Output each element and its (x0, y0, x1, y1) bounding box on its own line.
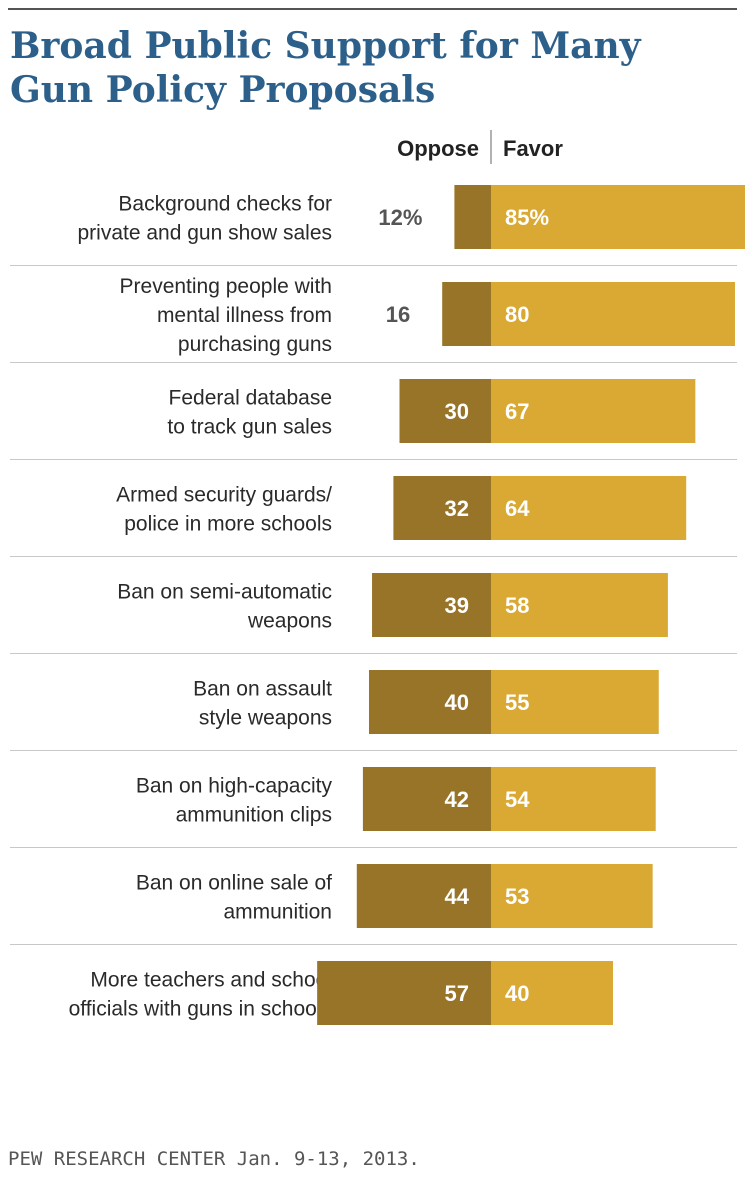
favor-bar (491, 961, 613, 1025)
chart-title: Broad Public Support for Many Gun Policy… (10, 25, 641, 111)
category-label: private and gun show sales (78, 222, 333, 245)
favor-bar (491, 767, 656, 831)
oppose-bar (442, 282, 491, 346)
oppose-value-label: 16 (386, 302, 410, 327)
favor-value-label: 85% (505, 205, 549, 230)
favor-bar (491, 573, 668, 637)
oppose-bar (369, 670, 491, 734)
favor-value-label: 53 (505, 884, 529, 909)
oppose-bar (454, 185, 491, 249)
source-note: PEW RESEARCH CENTER Jan. 9-13, 2013. (8, 1148, 420, 1170)
favor-value-label: 58 (505, 593, 529, 618)
oppose-bar (393, 476, 491, 540)
favor-value-label: 40 (505, 981, 529, 1006)
category-label: Armed security guards/ (116, 484, 332, 507)
oppose-bar (317, 961, 491, 1025)
favor-bar (491, 864, 653, 928)
favor-bar (491, 476, 687, 540)
favor-bar (491, 670, 659, 734)
oppose-bar (362, 767, 491, 831)
category-label: Federal database (169, 387, 332, 410)
oppose-value-label: 32 (445, 496, 469, 521)
oppose-value-label: 39 (445, 593, 469, 618)
top-rule (8, 8, 737, 10)
oppose-value-label: 42 (445, 787, 469, 812)
category-label: purchasing guns (178, 333, 332, 356)
category-label: style weapons (199, 707, 332, 730)
category-label: More teachers and school (90, 969, 332, 992)
category-label: weapons (247, 610, 332, 633)
favor-value-label: 67 (505, 399, 529, 424)
favor-value-label: 80 (505, 302, 529, 327)
category-label: to track gun sales (167, 416, 332, 439)
favor-bar (491, 185, 745, 249)
category-label: ammunition clips (176, 804, 332, 827)
oppose-bar (372, 573, 491, 637)
category-label: mental illness from (157, 304, 332, 327)
category-label: Ban on high-capacity (136, 775, 333, 798)
favor-value-label: 64 (505, 496, 530, 521)
oppose-value-label: 44 (445, 884, 470, 909)
oppose-bar (399, 379, 491, 443)
category-label: Ban on assault (193, 678, 332, 701)
category-label: Preventing people with (120, 275, 332, 298)
category-label: Ban on online sale of (136, 872, 332, 895)
category-label: officials with guns in schools (69, 998, 332, 1021)
oppose-bar (356, 864, 491, 928)
header-favor: Favor (503, 136, 563, 161)
category-label: police in more schools (124, 513, 332, 536)
oppose-value-label: 30 (445, 399, 469, 424)
header-oppose: Oppose (397, 136, 479, 161)
favor-bar (491, 379, 696, 443)
favor-value-label: 54 (505, 787, 530, 812)
category-label: Ban on semi-automatic (117, 581, 332, 604)
chart: Oppose Favor Background checks for private … (10, 130, 745, 1025)
favor-value-label: 55 (505, 690, 529, 715)
category-label: ammunition (223, 901, 332, 924)
favor-bar (491, 282, 735, 346)
oppose-value-label: 57 (445, 981, 469, 1006)
category-label: Background checks for (118, 193, 332, 216)
oppose-value-label: 12% (378, 205, 422, 230)
oppose-value-label: 40 (445, 690, 469, 715)
